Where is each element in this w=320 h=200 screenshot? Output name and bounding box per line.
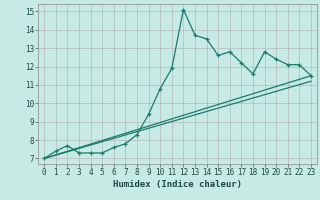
X-axis label: Humidex (Indice chaleur): Humidex (Indice chaleur) (113, 180, 242, 189)
